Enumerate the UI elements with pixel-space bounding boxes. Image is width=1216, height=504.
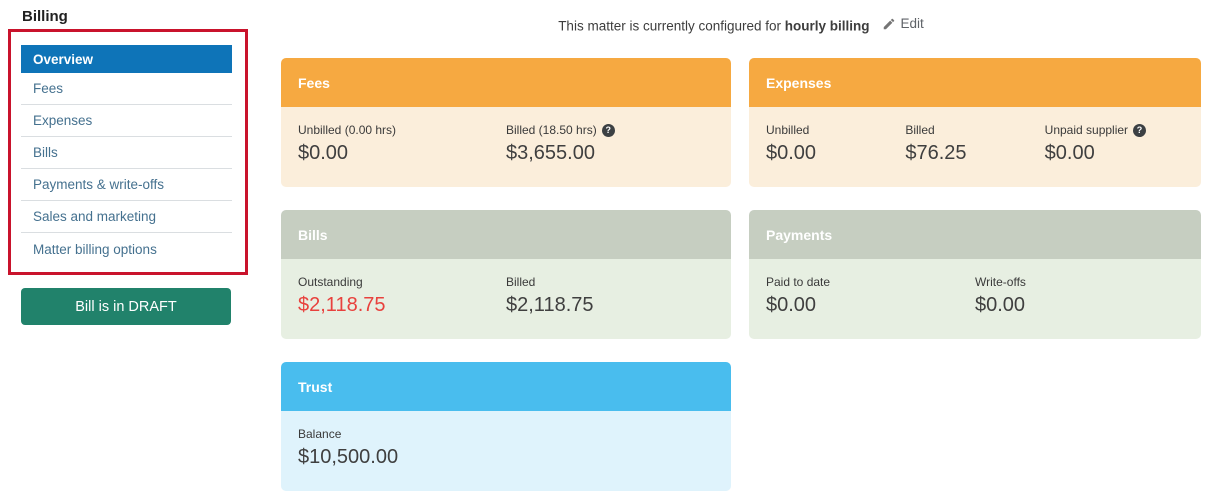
metric-value: $10,500.00 (298, 446, 399, 468)
bills-outstanding-metric: Outstanding $2,118.75 (298, 275, 506, 339)
payments-card: Payments Paid to date $0.00 Write-offs $… (749, 210, 1201, 339)
expenses-card-body: Unbilled $0.00 Billed $76.25 Unpaid supp… (749, 107, 1201, 187)
trust-card: Trust Balance $10,500.00 (281, 362, 731, 491)
payments-paid-to-date-metric: Paid to date $0.00 (766, 275, 975, 339)
metric-value: $0.00 (766, 142, 817, 164)
metric-value: $0.00 (298, 142, 349, 164)
payments-card-body: Paid to date $0.00 Write-offs $0.00 (749, 259, 1201, 339)
config-banner-text: This matter is currently configured for (558, 18, 782, 34)
trust-balance-metric: Balance $10,500.00 (298, 427, 714, 491)
metric-label: Billed (905, 123, 935, 137)
expenses-card-header: Expenses (749, 58, 1201, 107)
trust-card-header: Trust (281, 362, 731, 411)
payments-card-header: Payments (749, 210, 1201, 259)
metric-label: Outstanding (298, 275, 363, 289)
fees-card-body: Unbilled (0.00 hrs) $0.00 Billed (18.50 … (281, 107, 731, 187)
expenses-billed-metric: Billed $76.25 (905, 123, 1044, 187)
fees-card-header: Fees (281, 58, 731, 107)
fees-unbilled-metric: Unbilled (0.00 hrs) $0.00 (298, 123, 506, 187)
metric-value: $2,118.75 (506, 294, 594, 316)
metric-label: Billed (18.50 hrs)? (506, 123, 714, 137)
expenses-unbilled-metric: Unbilled $0.00 (766, 123, 905, 187)
bills-card: Bills Outstanding $2,118.75 Billed $2,11… (281, 210, 731, 339)
payments-write-offs-metric: Write-offs $0.00 (975, 275, 1184, 339)
sidebar-item-bills[interactable]: Bills (21, 137, 232, 169)
metric-label: Write-offs (975, 275, 1026, 289)
fees-billed-metric: Billed (18.50 hrs)? $3,655.00 (506, 123, 714, 187)
metric-label: Unpaid supplier? (1045, 123, 1184, 137)
billing-sidebar: Overview Fees Expenses Bills Payments & … (21, 45, 232, 265)
expenses-unpaid-supplier-metric: Unpaid supplier? $0.00 (1045, 123, 1184, 187)
bills-billed-metric: Billed $2,118.75 (506, 275, 714, 339)
metric-label: Paid to date (766, 275, 831, 289)
metric-value: $0.00 (1044, 142, 1095, 164)
trust-card-body: Balance $10,500.00 (281, 411, 731, 491)
metric-label: Unbilled (0.00 hrs) (298, 123, 397, 137)
bills-card-header: Bills (281, 210, 731, 259)
metric-label: Balance (298, 427, 342, 441)
sidebar-item-matter-billing-options[interactable]: Matter billing options (21, 233, 232, 265)
metric-value: $0.00 (766, 294, 817, 316)
sidebar-item-fees[interactable]: Fees (21, 73, 232, 105)
help-icon[interactable]: ? (1133, 123, 1147, 137)
bill-draft-status-button[interactable]: Bill is in DRAFT (21, 288, 231, 325)
page-title: Billing (22, 8, 68, 25)
expenses-card: Expenses Unbilled $0.00 Billed $76.25 Un… (749, 58, 1201, 187)
sidebar-item-overview[interactable]: Overview (21, 45, 232, 73)
metric-value: $3,655.00 (506, 142, 595, 164)
billing-type-value: hourly billing (784, 18, 870, 34)
sidebar-item-expenses[interactable]: Expenses (21, 105, 232, 137)
bills-card-body: Outstanding $2,118.75 Billed $2,118.75 (281, 259, 731, 339)
help-icon[interactable]: ? (601, 123, 615, 137)
sidebar-item-payments-write-offs[interactable]: Payments & write-offs (21, 169, 232, 201)
sidebar-item-sales-and-marketing[interactable]: Sales and marketing (21, 201, 232, 233)
billing-config-banner: This matter is currently configured for … (281, 16, 1201, 34)
metric-value-negative: $2,118.75 (298, 294, 386, 316)
edit-billing-link[interactable]: Edit (882, 16, 924, 31)
fees-card: Fees Unbilled (0.00 hrs) $0.00 Billed (1… (281, 58, 731, 187)
edit-link-label: Edit (900, 16, 924, 31)
metric-value: $0.00 (975, 294, 1026, 316)
metric-value: $76.25 (905, 142, 967, 164)
billing-summary-cards: Fees Unbilled (0.00 hrs) $0.00 Billed (1… (281, 58, 1201, 491)
metric-label: Billed (506, 275, 536, 289)
pencil-icon (882, 17, 896, 31)
metric-label: Unbilled (766, 123, 810, 137)
